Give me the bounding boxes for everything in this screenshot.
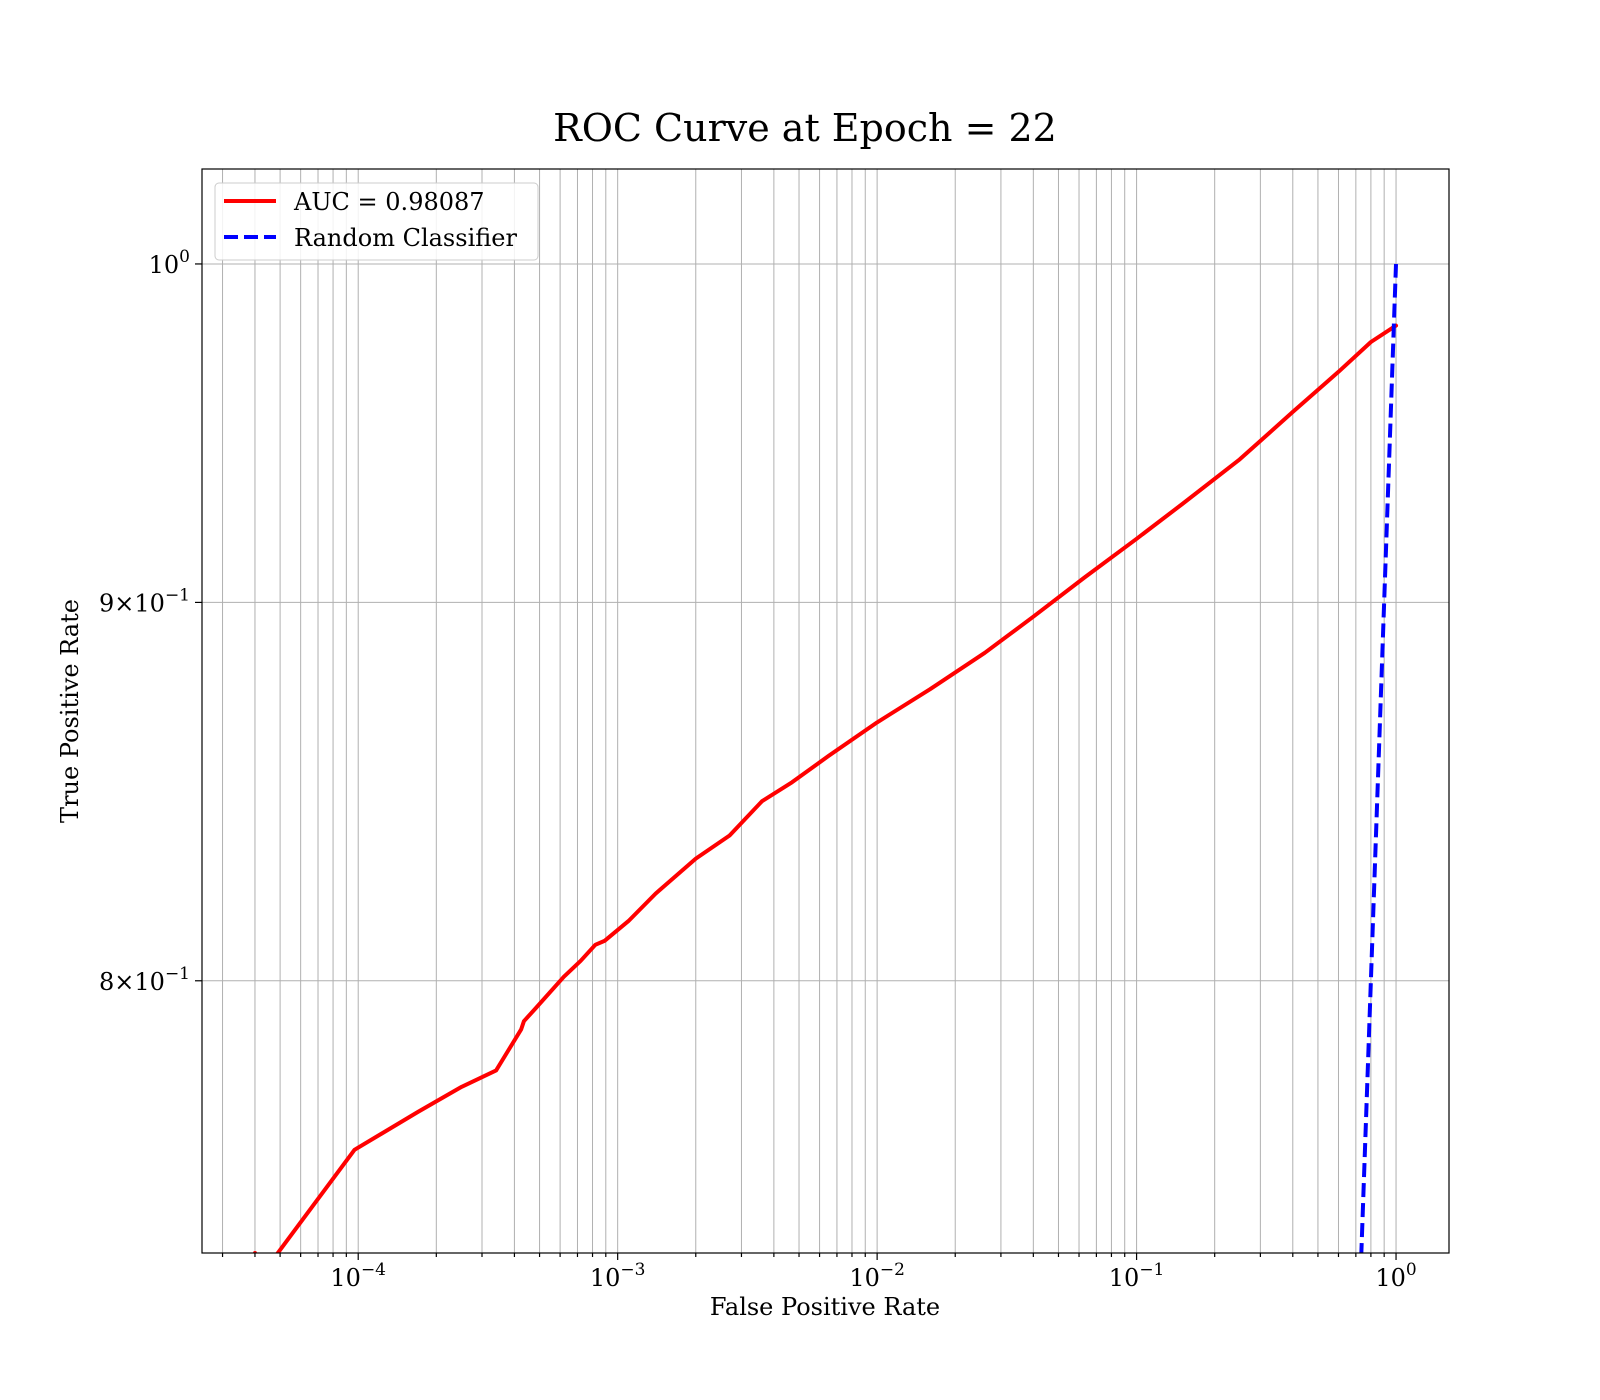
series-layer (253, 263, 1398, 1253)
legend: AUC = 0.98087 Random Classifier (214, 182, 539, 261)
x-axis-label: False Positive Rate (710, 1293, 940, 1321)
legend-label-random: Random Classifier (294, 224, 517, 252)
grid (202, 169, 1449, 1253)
legend-label-auc: AUC = 0.98087 (293, 188, 485, 216)
plot-frame (201, 168, 1450, 1254)
x-tick-label: 10−4 (330, 1260, 386, 1292)
y-tick-label: 100 (149, 247, 190, 279)
legend-box (214, 182, 539, 261)
random-classifier-line (1359, 263, 1398, 1253)
x-tick-label: 10−2 (849, 1260, 905, 1292)
y-tick-label: 8×10−1 (99, 964, 190, 996)
x-tick-label: 10−1 (1109, 1260, 1165, 1292)
ticks: 10−4 10−3 10−2 10−1 100 100 9×10−1 8×10−1 (99, 247, 1417, 1292)
chart-title: ROC Curve at Epoch = 22 (553, 106, 1057, 150)
roc-curve-line (253, 323, 1398, 1253)
x-tick-label: 100 (1375, 1260, 1416, 1292)
y-tick-label: 9×10−1 (99, 585, 190, 617)
y-axis-label: True Positive Rate (56, 599, 84, 823)
x-tick-label: 10−3 (590, 1260, 646, 1292)
